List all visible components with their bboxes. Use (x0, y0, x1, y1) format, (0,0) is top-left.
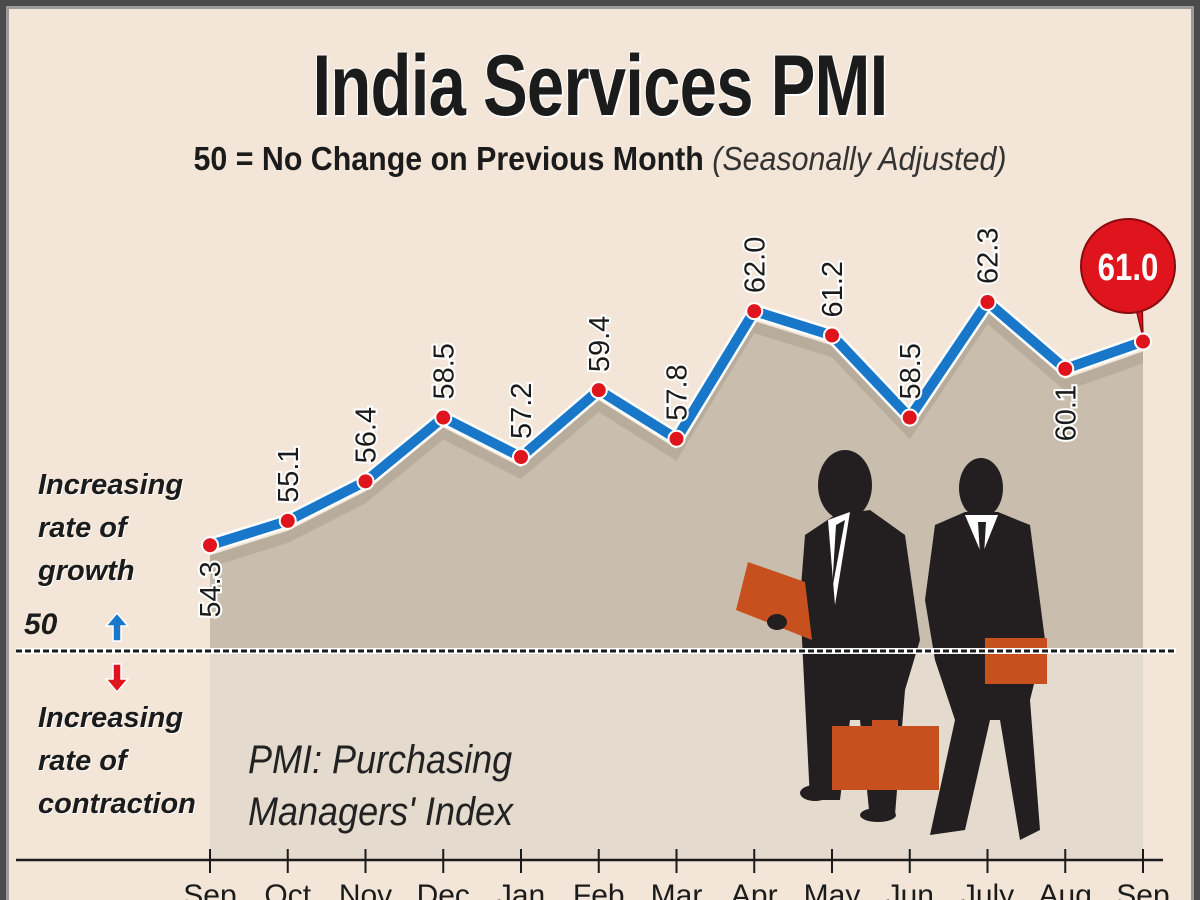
callout-bubble (1080, 218, 1176, 314)
value-label: 57.8 (662, 364, 694, 420)
arrow-up-icon (104, 611, 130, 642)
x-tick-label: Oct (264, 879, 311, 900)
callout-point (1134, 332, 1152, 351)
shoe (860, 808, 896, 822)
data-point-dec-3 (434, 408, 453, 427)
folder-right (985, 638, 1047, 684)
x-tick-label: Dec (417, 879, 470, 900)
chart-title: India Services PMI (312, 38, 888, 134)
value-label: 58.5 (428, 343, 460, 399)
data-point-may-8 (823, 326, 841, 345)
arrow-down-icon (104, 663, 130, 694)
value-label: 62.0 (739, 237, 771, 293)
x-tick-label: Jan (497, 879, 545, 900)
briefcase (832, 726, 939, 790)
x-tick-label: Jun (886, 879, 934, 900)
pmi-definition: PMI: Purchasing Managers' Index (248, 734, 513, 838)
growth-label-line: growth (38, 555, 135, 587)
data-point-jun-9 (900, 408, 919, 427)
data-point-apr-7 (745, 302, 764, 321)
hand (767, 614, 787, 630)
data-point-aug-11 (1056, 359, 1075, 378)
data-point-mar-6 (667, 429, 686, 448)
businessman-left (736, 450, 939, 822)
x-tick-label: Mar (651, 879, 703, 900)
value-label: 58.5 (895, 343, 927, 399)
x-tick-label: Feb (573, 879, 625, 900)
businessmen-illustration (736, 450, 1047, 840)
baseline-label: 50 (24, 608, 58, 641)
value-label: 59.4 (584, 316, 616, 372)
x-tick-label: Aug (1039, 879, 1092, 900)
head (818, 450, 872, 520)
value-label: 61.2 (817, 261, 849, 317)
value-label: 57.2 (506, 383, 538, 439)
subtitle-note: (Seasonally Adjusted) (712, 140, 1007, 177)
x-axis: Sep Oct Nov Dec Jan Feb Mar Apr May Jun July Aug Sep (16, 849, 1170, 900)
data-point-jan-4 (512, 448, 530, 467)
growth-label-line: rate of (38, 512, 127, 544)
data-point-sep-0 (201, 536, 219, 555)
x-tick-label: May (804, 879, 861, 900)
businessman-right (925, 458, 1047, 840)
direction-arrows (104, 611, 130, 694)
highlight-callout: 61.0 (1080, 218, 1176, 351)
contraction-label: Increasing rate of contraction (38, 697, 196, 826)
data-point-july-10 (978, 293, 997, 311)
value-label: 60.1 (1050, 385, 1082, 441)
tie (978, 522, 986, 555)
pmi-definition-line: Managers' Index (248, 790, 514, 834)
tie (832, 520, 845, 590)
value-label: 62.3 (973, 228, 1005, 284)
x-tick-label: Sep (1116, 879, 1169, 900)
growth-label-line: Increasing (38, 469, 184, 501)
folder-left (736, 562, 812, 640)
value-label: 55.1 (273, 446, 305, 502)
shoe (800, 785, 830, 801)
contraction-label-line: contraction (38, 788, 196, 820)
contraction-label-line: rate of (38, 745, 127, 777)
x-tick-label: Sep (183, 879, 236, 900)
callout-value: 61.0 (1098, 247, 1159, 289)
series-markers (201, 293, 1152, 555)
data-point-nov-2 (356, 472, 375, 491)
data-point-oct-1 (278, 511, 297, 530)
subtitle-main: 50 = No Change on Previous Month (193, 140, 704, 177)
x-tick-label: July (961, 879, 1014, 900)
head (959, 458, 1003, 518)
data-point-feb-5 (589, 381, 608, 400)
x-tick-label: Apr (731, 879, 778, 900)
value-label: 54.3 (195, 561, 227, 617)
x-tick-label: Nov (339, 879, 392, 900)
contraction-label-line: Increasing (38, 702, 184, 734)
growth-label: Increasing rate of growth (38, 464, 183, 593)
briefcase-handle (872, 720, 898, 727)
value-label: 56.4 (351, 407, 383, 463)
pmi-definition-line: PMI: Purchasing (248, 738, 513, 782)
chart-subtitle: 50 = No Change on Previous Month (Season… (48, 140, 1152, 178)
value-labels: 54.3 55.1 56.4 58.5 57.2 59.4 57.8 62.0 61.2 58.5… (193, 226, 1084, 620)
